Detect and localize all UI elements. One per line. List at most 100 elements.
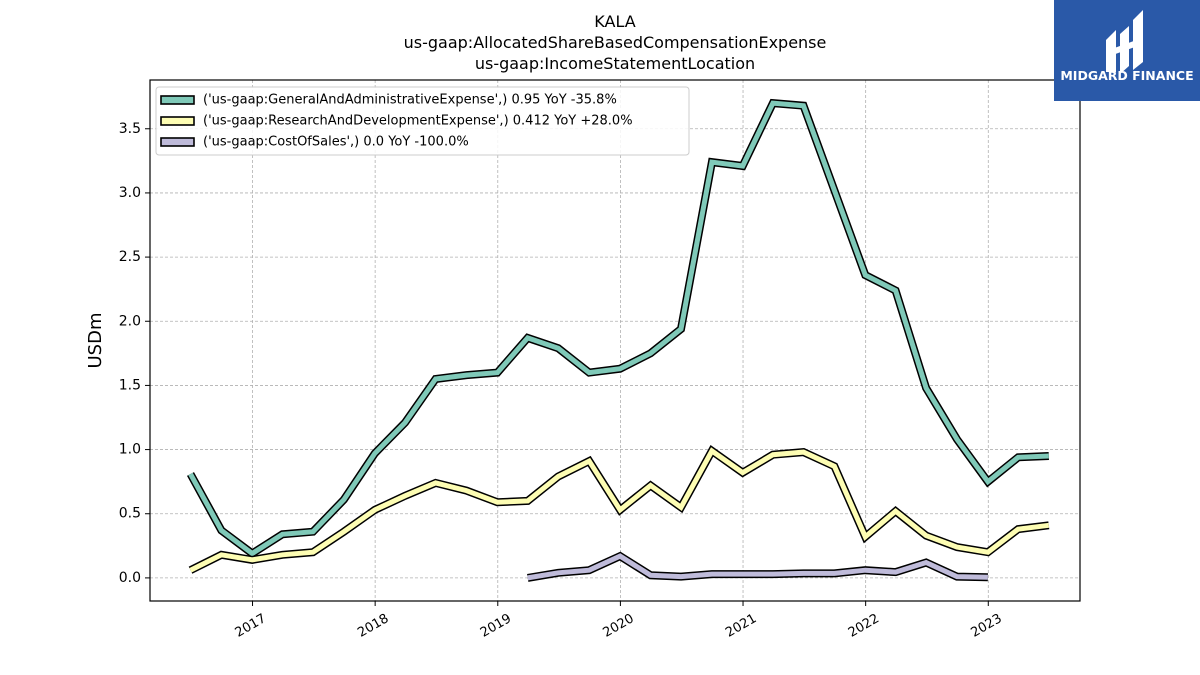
data-point [341,497,346,502]
data-point [679,574,684,579]
series-line [527,553,988,581]
data-point [679,505,684,510]
data-point [863,534,868,539]
data-point [433,377,438,382]
data-point [587,568,592,573]
data-point [955,545,960,550]
data-point [525,498,530,503]
data-point [709,572,714,577]
x-tick-label: 2021 [723,611,759,641]
data-point [495,500,500,505]
data-point [556,570,561,575]
data-point [433,480,438,485]
data-point [1016,455,1021,460]
series-1 [188,445,1051,574]
data-point [403,420,408,425]
data-point [832,571,837,576]
data-point [985,575,990,580]
data-point [1046,523,1051,528]
data-point [893,288,898,293]
data-point [893,570,898,575]
data-point [740,164,745,169]
data-point [188,568,193,573]
series-2 [525,551,990,582]
y-tick-label: 1.5 [119,377,141,393]
data-point [525,335,530,340]
data-point [587,370,592,375]
data-point [955,437,960,442]
y-tick-label: 0.5 [119,506,141,522]
data-point [801,571,806,576]
grid [150,80,1080,601]
legend: ('us-gaap:GeneralAndAdministrativeExpens… [155,86,690,156]
data-point [832,464,837,469]
data-point [464,373,469,378]
data-point [924,386,929,391]
legend-entry: ('us-gaap:CostOfSales',) 0.0 YoY -100.0% [160,135,469,150]
data-point [372,451,377,456]
data-point [648,573,653,578]
legend-swatch [160,116,195,126]
series-0 [186,98,1051,559]
brand-logo: MIDGARD FINANCE [1054,0,1200,101]
y-tick-label: 3.0 [119,185,141,201]
chart-title-line: KALA [594,12,635,31]
data-point [770,101,775,106]
data-point [188,472,193,477]
chart-title-line: us-gaap:AllocatedShareBasedCompensationE… [404,33,827,52]
data-point [924,560,929,565]
data-point [311,550,316,555]
legend-swatch [160,95,195,105]
data-point [250,551,255,556]
y-tick-label: 1.0 [119,442,141,458]
data-point [280,552,285,557]
legend-entry: ('us-gaap:GeneralAndAdministrativeExpens… [160,93,617,108]
data-point [679,327,684,332]
series-line [188,100,1049,557]
data-point [403,493,408,498]
legend-box [155,86,690,156]
y-axis-label: USDm [85,313,106,369]
data-point [618,366,623,371]
data-point [495,370,500,375]
data-point [801,450,806,455]
brand-name: MIDGARD FINANCE [1060,68,1193,83]
data-point [740,572,745,577]
data-point [770,452,775,457]
data-point [556,474,561,479]
series-line-outline [186,98,1049,559]
data-point [709,160,714,165]
x-tick-label: 2018 [355,611,391,641]
x-tick-label: 2022 [846,611,882,641]
data-point [219,552,224,557]
data-point [955,574,960,579]
chart-title-line: us-gaap:IncomeStatementLocation [475,54,755,73]
data-point [1016,527,1021,532]
data-point [372,507,377,512]
data-point [618,507,623,512]
x-tick-label: 2017 [233,611,269,641]
y-tick-label: 3.5 [119,121,141,137]
data-point [648,351,653,356]
legend-label: ('us-gaap:GeneralAndAdministrativeExpens… [203,93,617,108]
data-point [832,188,837,193]
data-point [740,470,745,475]
data-point [280,532,285,537]
data-point [709,448,714,453]
data-point [587,459,592,464]
data-point [1046,454,1051,459]
legend-swatch [160,137,195,147]
data-point [525,575,530,580]
data-point [863,568,868,573]
legend-label: ('us-gaap:CostOfSales',) 0.0 YoY -100.0% [203,135,469,150]
y-tick-label: 2.5 [119,249,141,265]
data-point [893,509,898,514]
data-point [464,488,469,493]
data-point [618,554,623,559]
legend-entry: ('us-gaap:ResearchAndDevelopmentExpense'… [160,114,633,129]
x-tick-label: 2019 [478,611,514,641]
series-layer [186,98,1051,582]
data-point [311,529,316,534]
y-tick-label: 0.0 [119,570,141,586]
